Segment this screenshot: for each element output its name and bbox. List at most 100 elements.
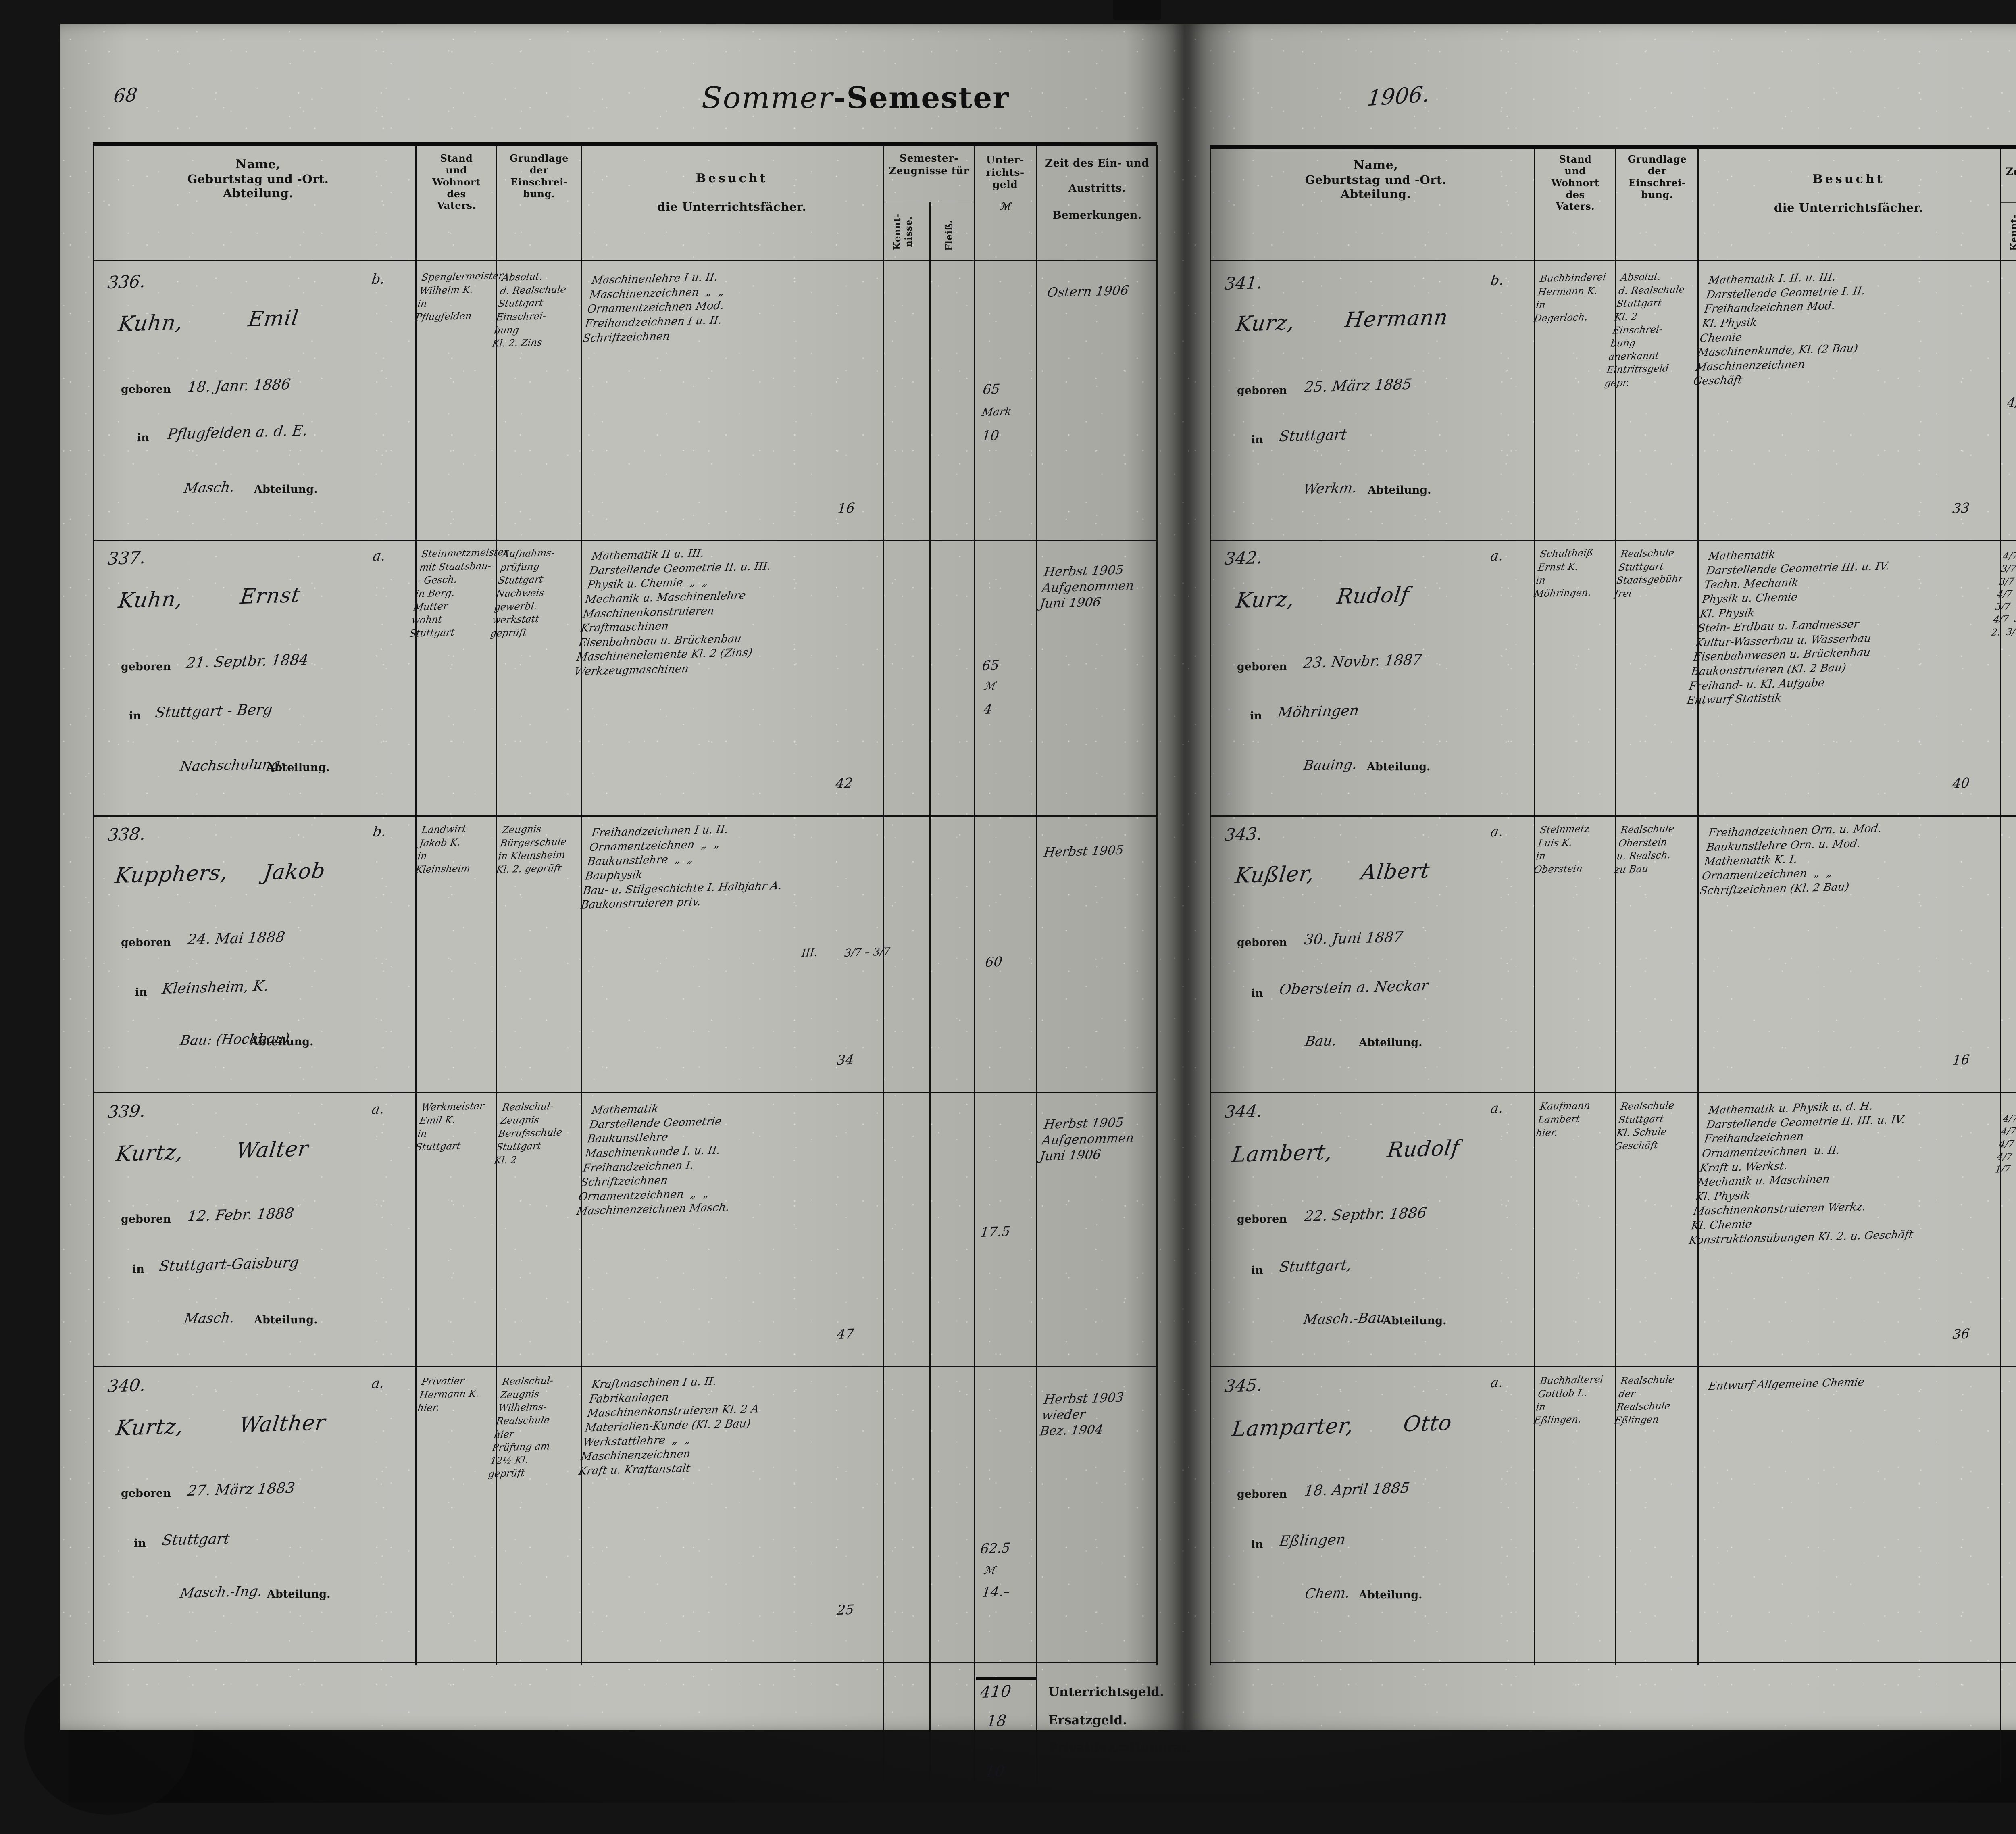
- label-geboren: geboren: [1237, 1213, 1287, 1225]
- row-class: b.: [371, 823, 387, 840]
- row-subject-count: 40: [1951, 775, 1970, 792]
- row-abteilung: Masch.-Bau: [1302, 1310, 1387, 1328]
- header-besucht-l2: die Unterrichtsfächer.: [657, 200, 807, 214]
- row-given: Emil: [246, 306, 300, 332]
- row-abteilung: Bau.: [1304, 1033, 1338, 1050]
- row-class: a.: [370, 1375, 385, 1392]
- header-kenntnisse-text: Kennt- nisse.: [892, 213, 914, 250]
- row-birthplace: Stuttgart,: [1278, 1257, 1353, 1276]
- row-number: 340.: [106, 1375, 147, 1396]
- row-birthplace: Stuttgart-Gaisburg: [158, 1254, 300, 1275]
- footer-label-unterrichtsgeld: Unterrichtsgeld.: [1048, 1685, 1164, 1699]
- header-name-line2: Geburtstag und -Ort.: [1305, 173, 1447, 187]
- row-subjects: Kraftmaschinen I u. II. Fabrikanlagen Ma…: [577, 1375, 760, 1478]
- row-surname: Lamparter,: [1230, 1413, 1355, 1442]
- row-bemerkung: Herbst 1903 wieder Bez. 1904: [1039, 1390, 1125, 1438]
- header-besucht-l1: Besucht: [1812, 172, 1885, 186]
- header-stand-l2: und: [446, 164, 467, 176]
- row-subject-count: 16: [837, 500, 856, 517]
- row-subject-count: 47: [836, 1325, 855, 1342]
- row-fee-sub: 4: [983, 701, 993, 717]
- row-grundlage: Absolut. d. Realschule Stuttgart Kl. 2 E…: [1604, 271, 1686, 389]
- header-name-line2: Geburtstag und -Ort.: [187, 172, 329, 186]
- row-surname: Kurz,: [1234, 310, 1296, 337]
- row-father: Steinmetz Luis K. in Oberstein: [1533, 823, 1591, 875]
- table-right-border: [1156, 145, 1158, 1665]
- row-class: b.: [370, 271, 386, 288]
- label-abteilung: Abteilung.: [254, 483, 318, 496]
- row-given: Albert: [1359, 859, 1431, 885]
- label-in: in: [1251, 433, 1263, 446]
- header-zeugnisse-l1: Semester-: [900, 152, 958, 164]
- row-class: a.: [370, 1101, 385, 1118]
- label-abteilung: Abteilung.: [267, 1588, 331, 1601]
- header-stand-l2: und: [1564, 165, 1586, 177]
- row-given: Ernst: [238, 583, 302, 609]
- row-number: 345.: [1223, 1375, 1264, 1396]
- row-given: Otto: [1402, 1411, 1454, 1437]
- col-rule-grundlage-besucht: [581, 145, 582, 1665]
- row-fee-unit: ℳ: [983, 680, 996, 693]
- row-birthplace: Stuttgart: [161, 1530, 231, 1549]
- header-stand-l4: des: [447, 188, 466, 200]
- row-birthdate: 24. Mai 1888: [186, 929, 286, 948]
- page-number-left: 68: [112, 83, 139, 107]
- label-in: in: [1251, 987, 1263, 1000]
- row-birthdate: 27. März 1883: [186, 1480, 296, 1500]
- row-surname: Kurz,: [1234, 587, 1296, 613]
- footer-value-privatdoz: –: [987, 1738, 997, 1757]
- row-birthplace: Stuttgart: [1278, 426, 1348, 445]
- row-father: Schultheiß Ernst K. in Möhringen.: [1533, 547, 1594, 600]
- header-besucht: Besucht die Unterrichtsfächer.: [585, 171, 879, 214]
- header-name-line3: Abteilung.: [1340, 187, 1411, 201]
- row-rule-3: [93, 1092, 1157, 1093]
- row-father: Spenglermeister Wilhelm K. in Pflugfelde…: [414, 270, 504, 323]
- row-subject-count: 33: [1951, 500, 1970, 517]
- header-grundlage: Grundlage der Einschrei- bung.: [1618, 153, 1697, 200]
- label-geboren: geboren: [1237, 1488, 1287, 1501]
- label-in: in: [1251, 1538, 1263, 1551]
- header-grundlage-l2: der: [529, 164, 549, 176]
- row-class: a.: [1489, 1374, 1504, 1391]
- label-abteilung: Abteilung.: [250, 1036, 314, 1048]
- row-fleiss: 3/7 – 3/7: [843, 946, 891, 960]
- label-abteilung: Abteilung.: [1368, 484, 1431, 496]
- row-abteilung: Masch.-Ing.: [179, 1583, 264, 1602]
- row-birthdate: 12. Febr. 1888: [186, 1205, 295, 1225]
- header-stand-l5: Vaters.: [1556, 200, 1595, 213]
- header-zeugnisse-l2: Zeugnisse für: [889, 165, 969, 177]
- label-in: in: [1250, 710, 1262, 722]
- header-name-line1: Name,: [235, 157, 281, 171]
- label-abteilung: Abteilung.: [1367, 761, 1431, 773]
- row-birthdate: 23. Novbr. 1887: [1302, 651, 1423, 672]
- header-zeugnisse: Semester- Zeugnisse für: [2002, 153, 2016, 178]
- footer-value-ersatzgeld: 18: [986, 1711, 1008, 1730]
- label-in: in: [129, 710, 141, 722]
- label-abteilung: Abteilung.: [266, 761, 330, 774]
- row-abteilung: Masch.: [183, 479, 236, 497]
- row-kenntnisse: 4/7 3/7 3/7 1/7 3/7 4/7 4/7 3/7 3/7 3/7 …: [1991, 551, 2016, 638]
- label-in: in: [137, 431, 149, 444]
- row-grundlage: Realschule Stuttgart Kl. Schule Geschäft: [1614, 1099, 1675, 1152]
- label-geboren: geboren: [1237, 936, 1287, 949]
- label-in: in: [134, 1537, 146, 1550]
- row-bemerkung: Herbst 1905 Aufgenommen Juni 1906: [1039, 563, 1135, 611]
- header-stand-l4: des: [1566, 188, 1585, 200]
- footer-label-ersatzgeld: Ersatzgeld.: [1048, 1713, 1127, 1728]
- header-zeit-l2: Austritts.: [1068, 182, 1126, 194]
- row-fee: 17.5: [979, 1223, 1011, 1240]
- year-label: 1906.: [1366, 81, 1431, 111]
- semester-title-handwritten: Sommer: [702, 81, 833, 115]
- row-abteilung: Bauing.: [1302, 756, 1358, 774]
- row-subjects: Mathematik Darstellende Geometrie III. u…: [1686, 548, 1891, 707]
- header-stand-l1: Stand: [440, 152, 473, 164]
- header-name-line1: Name,: [1353, 158, 1398, 172]
- header-bottom-rule: [1210, 260, 2016, 261]
- row-birthplace: Kleinsheim, K.: [161, 977, 270, 998]
- row-class: a.: [1489, 1100, 1504, 1117]
- header-zeugnisse: Semester- Zeugnisse für: [885, 152, 973, 177]
- row-abteilung: Chem.: [1304, 1585, 1351, 1603]
- row-given: Rudolf: [1335, 583, 1411, 609]
- col-rule-stand-grundlage: [496, 145, 497, 1665]
- header-grundlage-l1: Grundlage: [509, 152, 569, 164]
